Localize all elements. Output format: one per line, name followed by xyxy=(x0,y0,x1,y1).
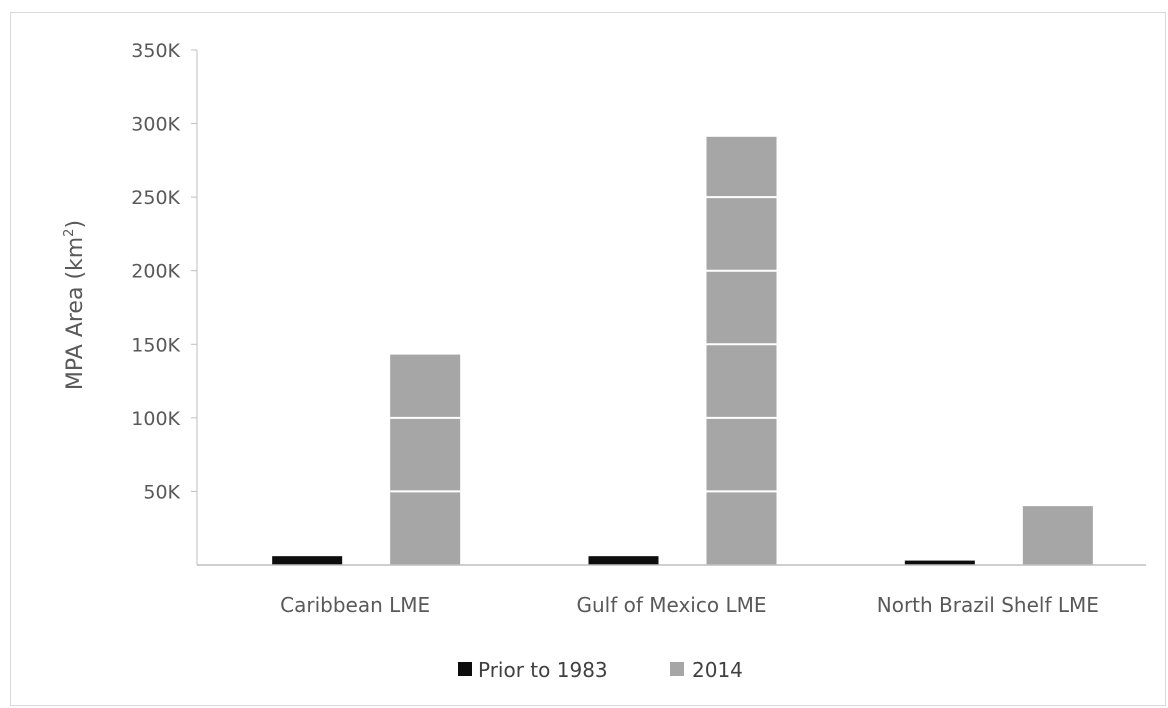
bars xyxy=(272,136,1093,566)
category-label: Caribbean LME xyxy=(280,593,430,617)
bar-prior-1983 xyxy=(904,560,975,565)
legend-label-2014: 2014 xyxy=(692,658,743,682)
y-tick-label: 300K xyxy=(131,114,180,136)
y-tick-label: 200K xyxy=(131,261,180,283)
y-axis-title: MPA Area (km2) xyxy=(62,220,88,390)
y-tick-label: 250K xyxy=(131,187,180,209)
bar-prior-1983 xyxy=(272,556,343,565)
legend: Prior to 1983 2014 xyxy=(458,658,743,682)
y-tick-label: 150K xyxy=(131,334,180,356)
y-tick-labels: 50K 100K 150K 200K 250K 300K 350K xyxy=(131,40,197,503)
y-axis-title-main: MPA Area (km xyxy=(63,237,88,390)
category-label: North Brazil Shelf LME xyxy=(877,593,1099,617)
chart-frame xyxy=(10,12,1166,706)
legend-swatch-prior-1983 xyxy=(458,662,472,676)
category-labels: Caribbean LME Gulf of Mexico LME North Bra… xyxy=(280,593,1099,617)
legend-label-prior-1983: Prior to 1983 xyxy=(478,658,608,682)
bar-2014 xyxy=(1022,506,1093,565)
bar-2014 xyxy=(706,136,777,566)
bar-prior-1983 xyxy=(588,556,659,565)
y-tick-label: 350K xyxy=(131,40,180,62)
y-axis-title-superscript: 2 xyxy=(62,229,77,237)
y-axis-title-close: ) xyxy=(63,220,88,229)
y-tick-label: 100K xyxy=(131,408,180,430)
bar-2014 xyxy=(390,354,461,565)
legend-swatch-2014 xyxy=(670,662,684,676)
category-label: Gulf of Mexico LME xyxy=(577,593,767,617)
bar-gridlines xyxy=(390,196,777,493)
y-tick-label: 50K xyxy=(143,481,180,503)
